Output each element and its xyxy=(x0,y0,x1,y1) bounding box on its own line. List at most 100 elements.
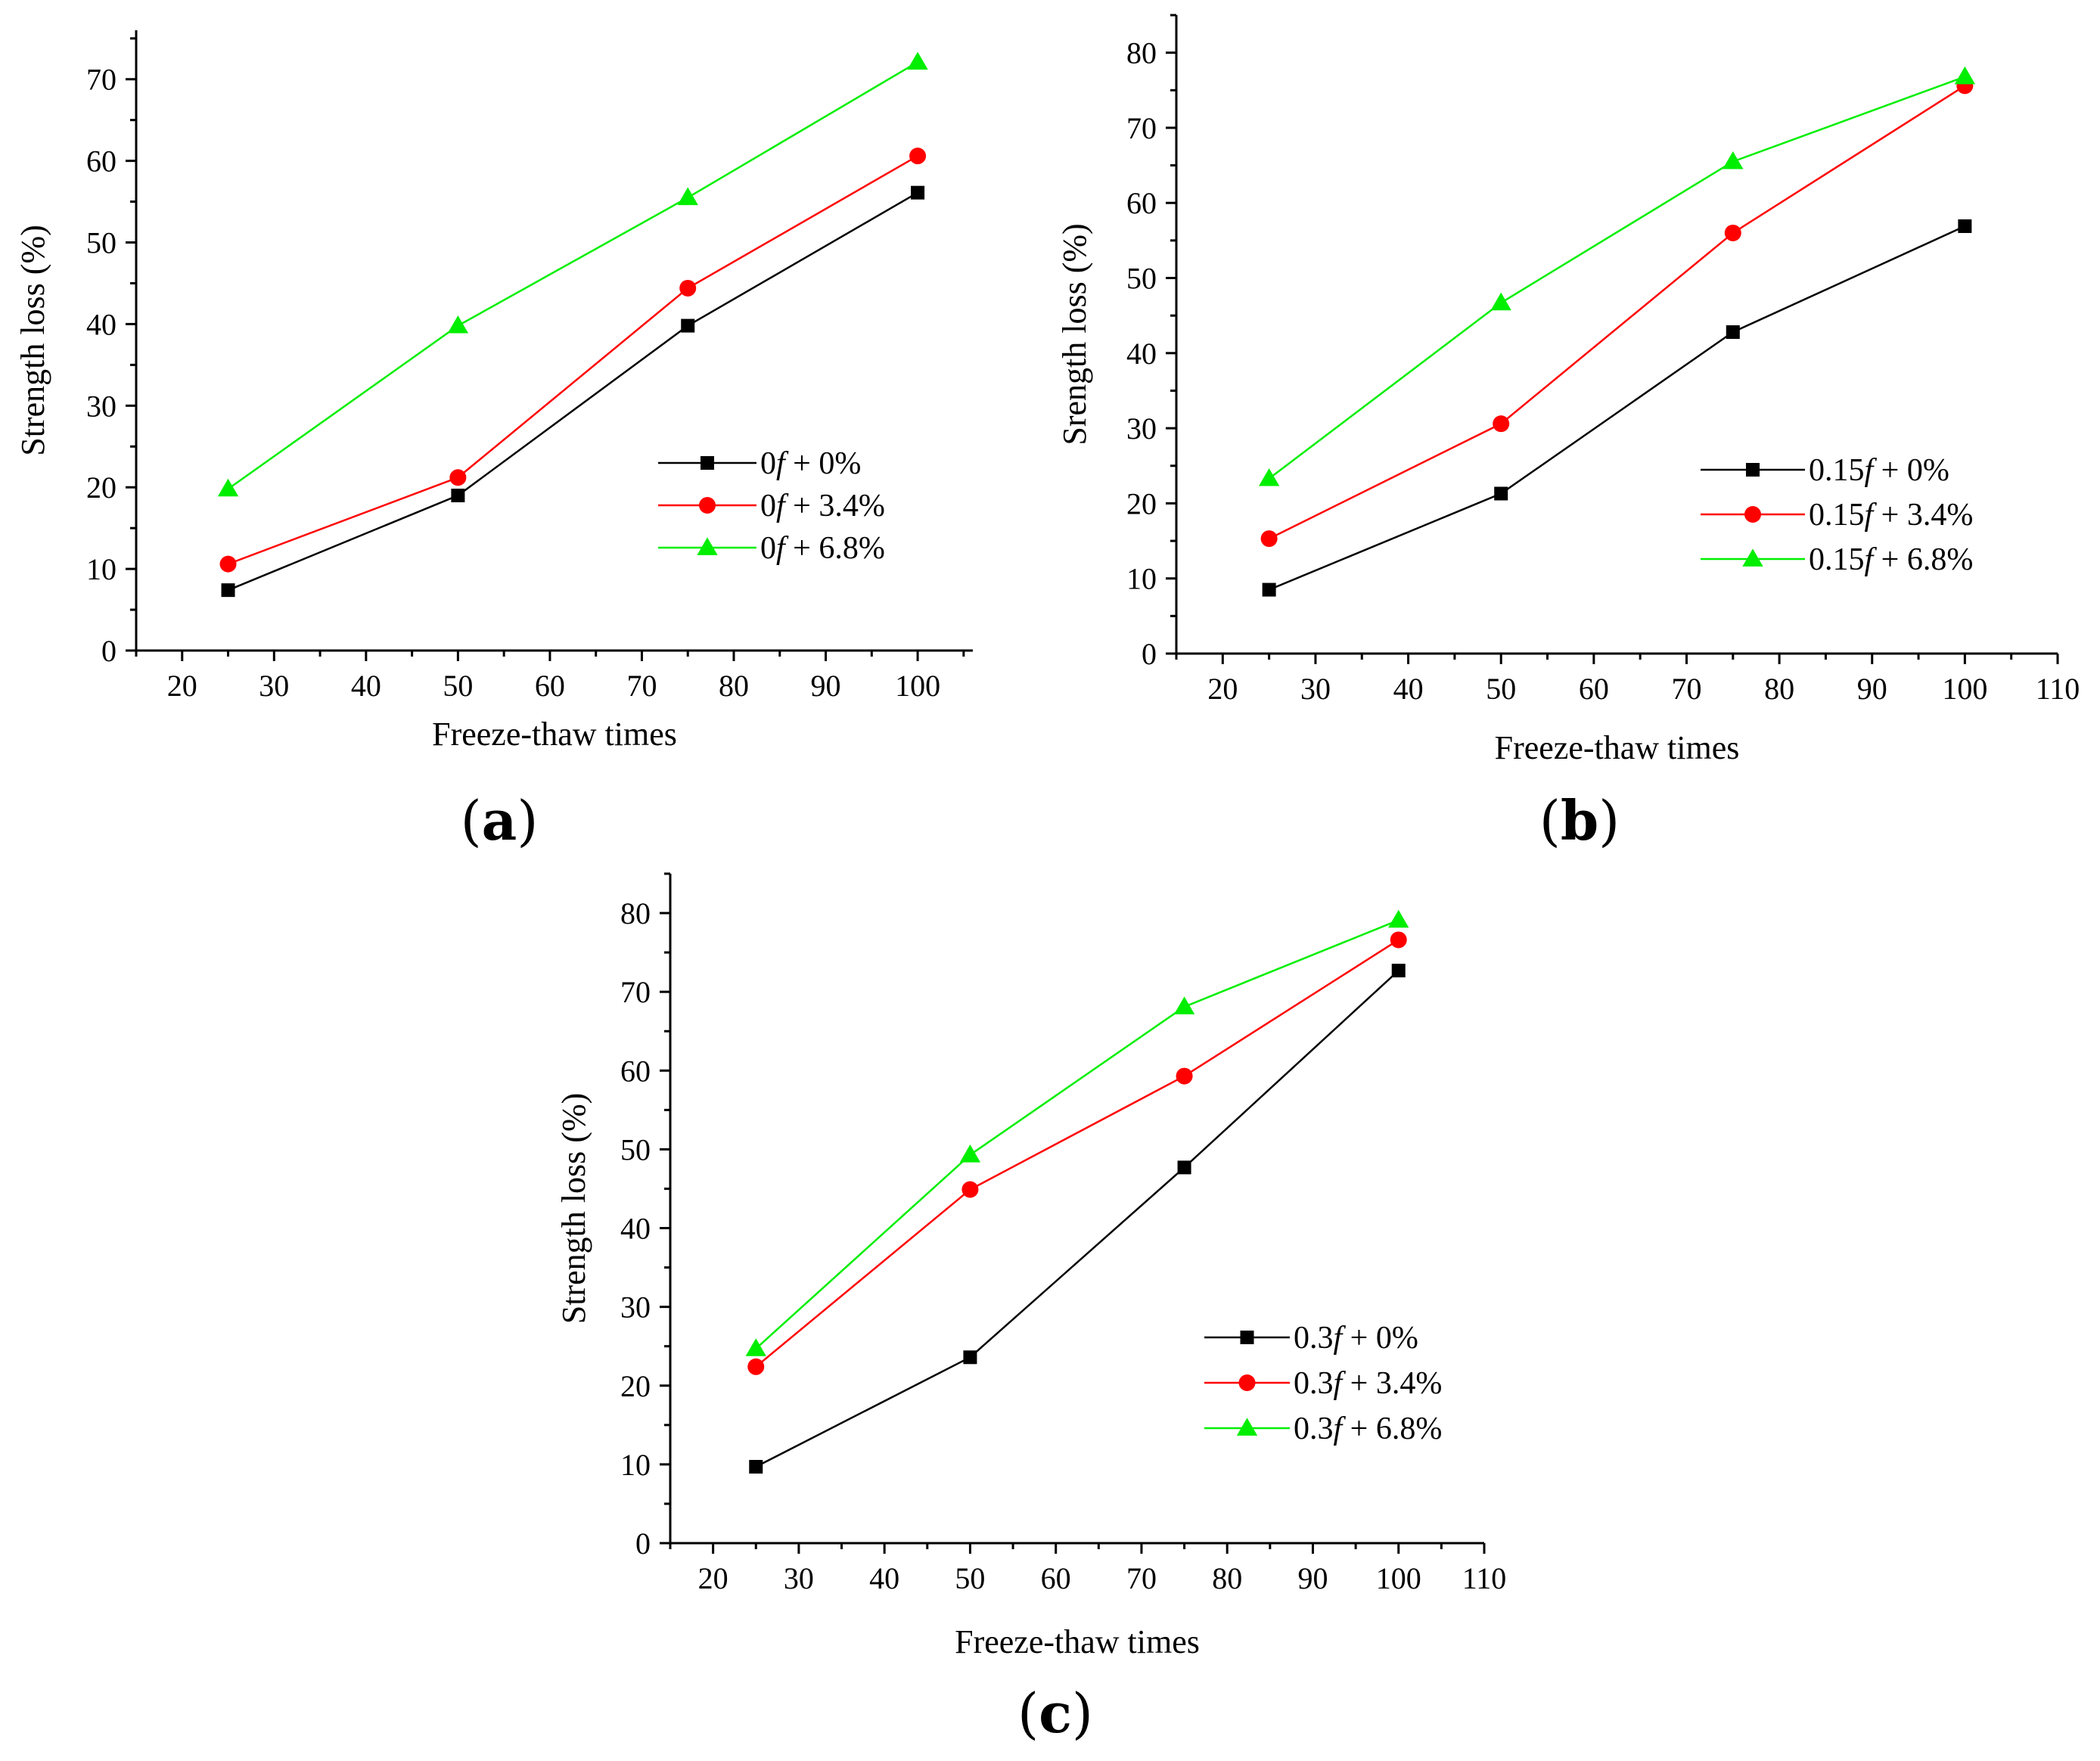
legend-marker xyxy=(1238,1374,1256,1391)
y-tick-label: 10 xyxy=(1126,562,1157,596)
data-point xyxy=(1724,224,1741,241)
series-line-2 xyxy=(227,61,918,490)
data-point xyxy=(451,489,465,502)
data-point xyxy=(219,555,237,573)
legend-marker xyxy=(1742,548,1763,567)
legend: 0.15f + 0% 0.15f + 3.4% 0.15f + 6.8% xyxy=(1701,453,1973,577)
data-point xyxy=(1726,325,1740,340)
y-axis-label: Srength loss (%) xyxy=(1056,223,1093,445)
data-point xyxy=(1262,582,1276,597)
data-point xyxy=(1494,486,1508,501)
series-line-1 xyxy=(755,939,1399,1368)
x-tick-label: 40 xyxy=(351,669,381,703)
legend-entry: 0.3f + 0% xyxy=(1294,1321,1418,1356)
y-tick-label: 0 xyxy=(1142,637,1157,671)
y-tick-label: 10 xyxy=(620,1448,651,1482)
y-tick-label: 40 xyxy=(1126,337,1157,371)
x-tick-label: 90 xyxy=(811,669,841,703)
y-tick-label: 70 xyxy=(1126,111,1157,145)
data-point xyxy=(747,1358,765,1375)
y-tick-label: 30 xyxy=(1126,412,1157,446)
data-point xyxy=(1490,292,1511,311)
y-tick-label: 80 xyxy=(620,896,651,930)
legend-entry: 0f + 6.8% xyxy=(760,531,885,566)
data-point xyxy=(963,1350,977,1365)
panel-label: (a) xyxy=(461,788,539,853)
x-tick-label: 50 xyxy=(955,1561,985,1595)
x-tick-label: 110 xyxy=(1462,1561,1507,1595)
data-point xyxy=(1391,964,1406,978)
series-line-0 xyxy=(228,191,918,592)
x-tick-label: 50 xyxy=(1486,672,1516,706)
data-point xyxy=(749,1460,763,1474)
data-point xyxy=(221,583,235,598)
y-tick-label: 50 xyxy=(86,226,116,260)
chart-panel-a: 0 10 20 30 40 50 60 70 20 30 40 50 60 70 80 90 100 Freeze… xyxy=(14,30,973,853)
data-point xyxy=(1388,909,1409,928)
data-point xyxy=(681,318,695,333)
data-point xyxy=(907,51,928,70)
y-tick-label: 60 xyxy=(620,1054,651,1088)
x-tick-label: 70 xyxy=(1671,672,1701,706)
data-point xyxy=(909,148,927,165)
chart-panel-b: 0 10 20 30 40 50 60 70 80 20 30 40 50 60 70 80 90 100 110 F… xyxy=(1056,14,2080,853)
y-tick-label: 40 xyxy=(86,307,116,341)
x-axis-label: Freeze-thaw times xyxy=(432,716,677,753)
x-tick-label: 30 xyxy=(259,669,289,703)
data-point xyxy=(1954,66,1976,85)
y-tick-label: 10 xyxy=(86,552,116,586)
legend-entry: 0.15f + 3.4% xyxy=(1809,498,1973,533)
legend-entry: 0.3f + 6.8% xyxy=(1294,1412,1442,1446)
x-tick-label: 110 xyxy=(2036,672,2080,706)
legend-entry: 0.3f + 3.4% xyxy=(1294,1366,1442,1401)
data-point xyxy=(961,1181,979,1198)
x-tick-label: 20 xyxy=(167,669,197,703)
legend-marker xyxy=(697,537,718,555)
y-axis-label: Strength loss (%) xyxy=(14,225,51,456)
y-tick-label: 70 xyxy=(620,975,651,1009)
x-tick-label: 100 xyxy=(1376,1561,1421,1595)
series-line-1 xyxy=(228,155,918,565)
x-tick-label: 70 xyxy=(626,669,657,703)
panel-label: (b) xyxy=(1539,788,1620,853)
y-tick-label: 30 xyxy=(86,389,116,423)
y-tick-label: 0 xyxy=(635,1527,651,1561)
legend-marker xyxy=(699,497,716,514)
x-tick-label: 100 xyxy=(1942,672,1987,706)
legend-marker xyxy=(1236,1418,1258,1436)
data-point xyxy=(1958,219,1972,234)
panel-label: (c) xyxy=(1017,1681,1093,1745)
data-point xyxy=(217,478,239,497)
data-point xyxy=(1258,468,1280,486)
chart-panel-c: 0 10 20 30 40 50 60 70 80 20 30 40 50 60 70 80 90 100 110 F… xyxy=(555,872,1507,1745)
x-tick-label: 80 xyxy=(719,669,749,703)
series-line-2 xyxy=(755,919,1399,1349)
data-point xyxy=(1260,530,1278,548)
x-axis-label: Freeze-thaw times xyxy=(955,1623,1200,1660)
data-point xyxy=(1390,931,1407,949)
y-tick-label: 50 xyxy=(1126,262,1157,296)
legend-entry: 0f + 0% xyxy=(760,446,861,481)
y-tick-label: 20 xyxy=(1126,486,1157,520)
x-axis-label: Freeze-thaw times xyxy=(1495,729,1740,766)
legend-entry: 0f + 3.4% xyxy=(760,489,885,523)
x-tick-label: 80 xyxy=(1212,1561,1242,1595)
data-point xyxy=(1493,415,1510,433)
data-point xyxy=(911,185,925,200)
y-axis-label: Strength loss (%) xyxy=(555,1093,592,1325)
x-tick-label: 100 xyxy=(895,669,940,703)
x-tick-label: 90 xyxy=(1297,1561,1328,1595)
x-tick-label: 70 xyxy=(1126,1561,1157,1595)
y-tick-label: 80 xyxy=(1126,36,1157,70)
legend: 0.3f + 0% 0.3f + 3.4% 0.3f + 6.8% xyxy=(1204,1321,1442,1446)
y-tick-label: 70 xyxy=(86,63,116,97)
legend-entry: 0.15f + 6.8% xyxy=(1809,542,1973,577)
y-tick-label: 20 xyxy=(86,471,116,505)
y-tick-label: 40 xyxy=(620,1212,651,1246)
legend-marker xyxy=(1744,506,1761,523)
y-tick-label: 30 xyxy=(620,1290,651,1325)
data-point xyxy=(677,187,698,206)
x-tick-label: 30 xyxy=(784,1561,814,1595)
series-line-1 xyxy=(1269,85,1966,540)
data-point xyxy=(447,315,469,334)
